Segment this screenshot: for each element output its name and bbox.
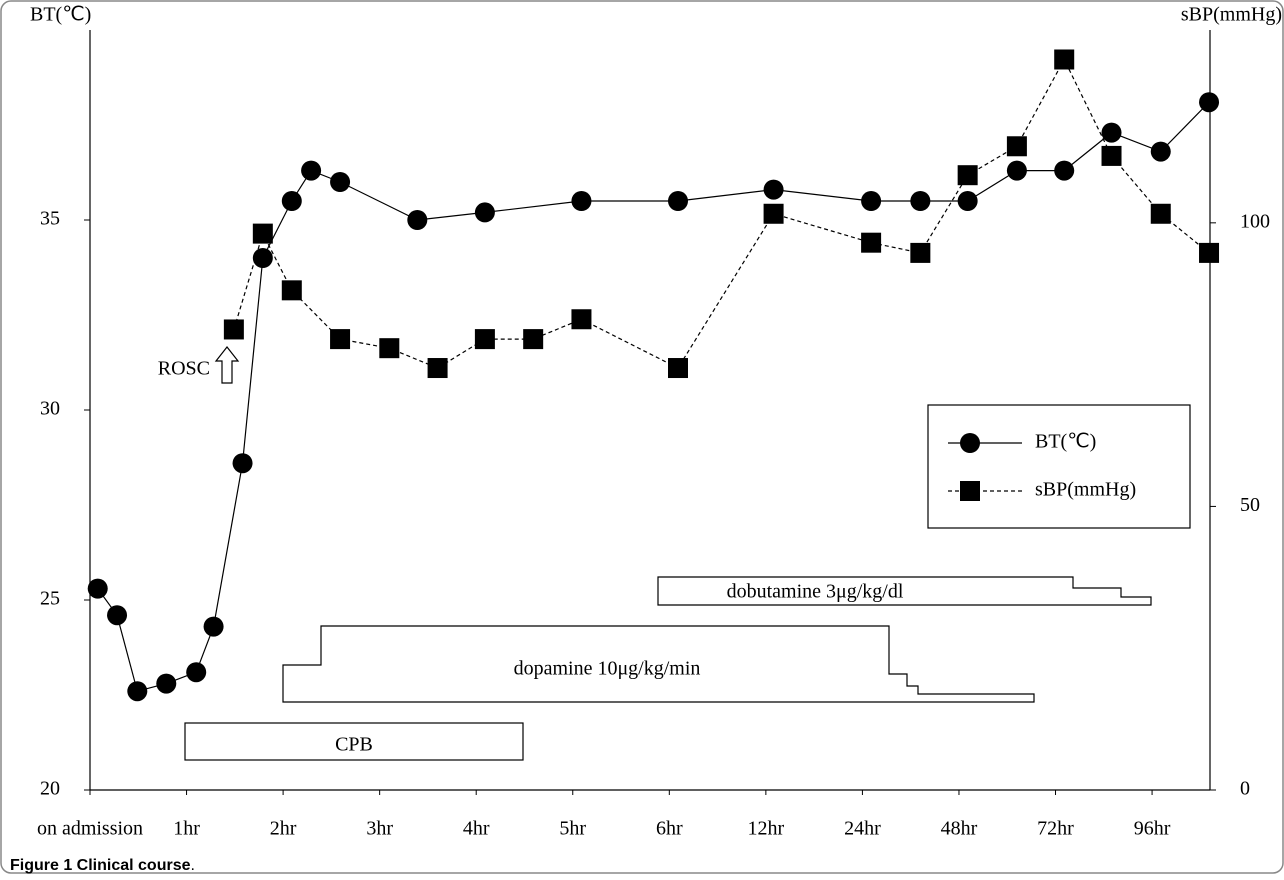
y-tick-label: 30 xyxy=(40,398,60,420)
x-tick-label: 3hr xyxy=(366,818,393,840)
data-point xyxy=(910,242,931,263)
caption: Figure 1 Clinical course. xyxy=(10,857,195,874)
series-line xyxy=(233,58,1210,369)
data-point xyxy=(474,329,495,350)
data-point xyxy=(1150,203,1171,224)
data-point xyxy=(571,309,592,330)
legend-label: BT(℃) xyxy=(1035,431,1096,453)
data-point xyxy=(1101,145,1122,166)
data-point xyxy=(1006,160,1027,181)
data-point xyxy=(474,202,495,223)
data-point xyxy=(1150,141,1171,162)
data-point xyxy=(186,662,207,683)
x-tick-label: 6hr xyxy=(656,818,683,840)
dobutamine-label: dobutamine 3μg/kg/dl xyxy=(727,581,904,603)
caption-label: Figure 1 Clinical course xyxy=(10,857,191,874)
y-tick-label: 20 xyxy=(40,778,60,800)
data-point xyxy=(861,191,882,211)
dopamine-label: dopamine 10μg/kg/min xyxy=(514,658,701,680)
legend-box xyxy=(927,404,1191,529)
data-point xyxy=(330,329,351,350)
y2-axis-title: sBP(mmHg) xyxy=(1181,4,1282,26)
y-axis-title: BT(℃) xyxy=(30,4,91,26)
caption-end: . xyxy=(191,857,195,874)
data-point xyxy=(668,191,688,211)
data-point xyxy=(763,179,784,200)
data-point xyxy=(281,280,302,301)
y-tick-label: 35 xyxy=(40,208,60,230)
data-point xyxy=(763,203,784,224)
data-point xyxy=(1101,122,1122,143)
data-point xyxy=(223,319,244,340)
data-point xyxy=(330,172,351,192)
data-point xyxy=(1199,242,1220,263)
data-point xyxy=(957,191,978,211)
data-point xyxy=(861,232,882,253)
data-point xyxy=(301,160,322,181)
data-point xyxy=(957,165,978,186)
cpb-label: CPB xyxy=(335,734,373,756)
data-point xyxy=(1054,49,1075,70)
data-point xyxy=(252,223,273,244)
y2-tick-label: 0 xyxy=(1240,778,1250,800)
data-point xyxy=(156,673,177,694)
data-point xyxy=(107,605,128,626)
legend-marker xyxy=(960,481,980,501)
x-tick-label: 4hr xyxy=(463,818,490,840)
legend-label: sBP(mmHg) xyxy=(1035,479,1136,501)
data-point xyxy=(427,358,448,379)
x-tick-label: 24hr xyxy=(844,818,881,840)
x-tick-label: 2hr xyxy=(270,818,297,840)
data-point xyxy=(1199,92,1220,113)
data-point xyxy=(379,338,400,359)
y2-tick-label: 50 xyxy=(1240,494,1260,516)
x-tick-label: 48hr xyxy=(941,818,978,840)
rosc-label: ROSC xyxy=(158,358,210,380)
x-tick-label: 72hr xyxy=(1037,818,1074,840)
data-point xyxy=(127,681,148,702)
data-point xyxy=(87,578,108,599)
y2-tick-label: 100 xyxy=(1240,210,1270,232)
data-point xyxy=(571,191,592,211)
data-point xyxy=(232,453,253,474)
data-point xyxy=(910,191,931,211)
x-tick-label: 12hr xyxy=(748,818,785,840)
x-tick-label: 1hr xyxy=(173,818,200,840)
legend-marker xyxy=(960,433,980,453)
x-tick-label: on admission xyxy=(37,818,143,840)
data-point xyxy=(668,358,688,379)
x-tick-label: 96hr xyxy=(1134,818,1171,840)
data-point xyxy=(203,616,224,637)
dopamine-bar xyxy=(282,625,1035,703)
data-point xyxy=(523,329,544,350)
cpb-box xyxy=(184,722,524,761)
y-tick-label: 25 xyxy=(40,588,60,610)
data-point xyxy=(1054,160,1075,181)
data-point xyxy=(281,191,302,211)
x-tick-label: 5hr xyxy=(559,818,586,840)
data-point xyxy=(407,210,428,230)
rosc-arrow xyxy=(214,346,240,384)
dobutamine-bar xyxy=(657,576,1152,606)
data-point xyxy=(252,248,273,268)
data-point xyxy=(1006,136,1027,157)
series-line xyxy=(97,101,1210,692)
